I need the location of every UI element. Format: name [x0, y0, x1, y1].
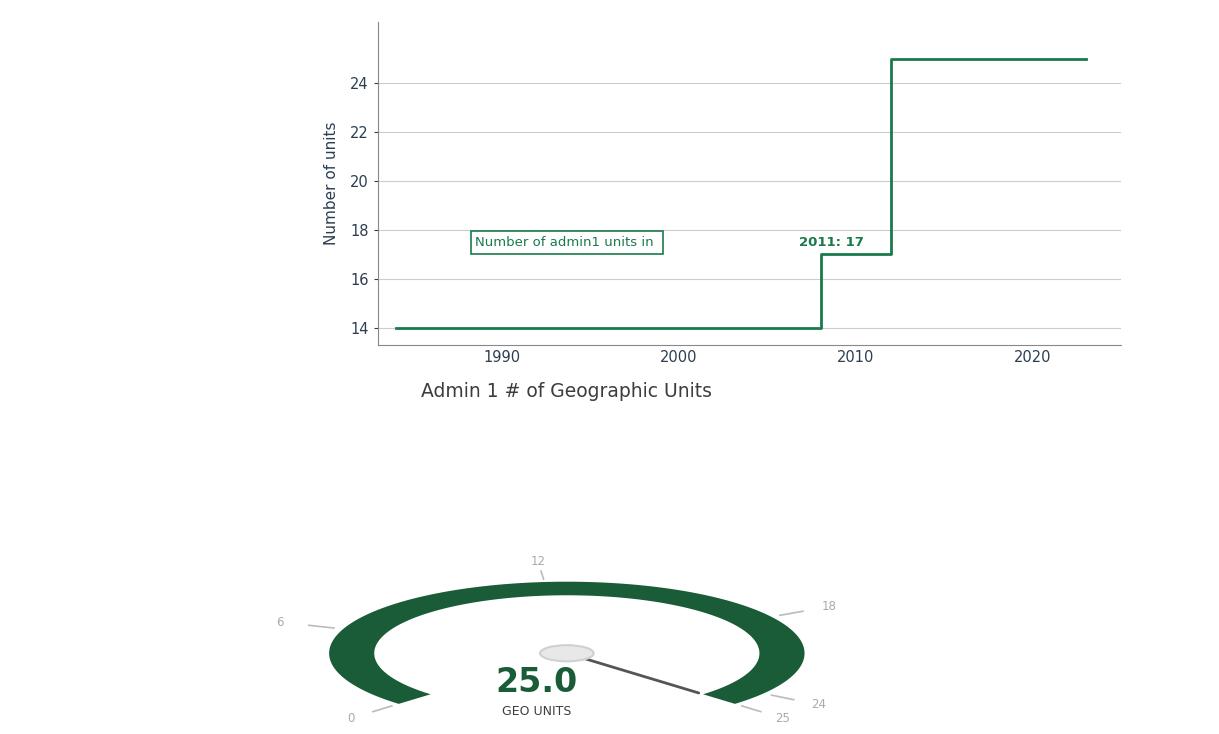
Text: 24: 24: [812, 698, 826, 711]
Y-axis label: Number of units: Number of units: [324, 122, 339, 245]
Text: 12: 12: [530, 556, 546, 568]
Text: 18: 18: [822, 600, 836, 613]
Text: Admin 1 # of Geographic Units: Admin 1 # of Geographic Units: [422, 382, 712, 401]
Text: GEO UNITS: GEO UNITS: [502, 705, 570, 719]
Text: 6: 6: [277, 616, 284, 629]
Text: Number of admin1 units in: Number of admin1 units in: [475, 236, 658, 249]
Text: 0: 0: [347, 712, 355, 724]
Polygon shape: [329, 582, 805, 704]
Text: 25.0: 25.0: [495, 666, 578, 699]
Circle shape: [540, 645, 594, 661]
Text: 25: 25: [775, 712, 790, 724]
Text: 2011: 17: 2011: 17: [800, 236, 864, 249]
